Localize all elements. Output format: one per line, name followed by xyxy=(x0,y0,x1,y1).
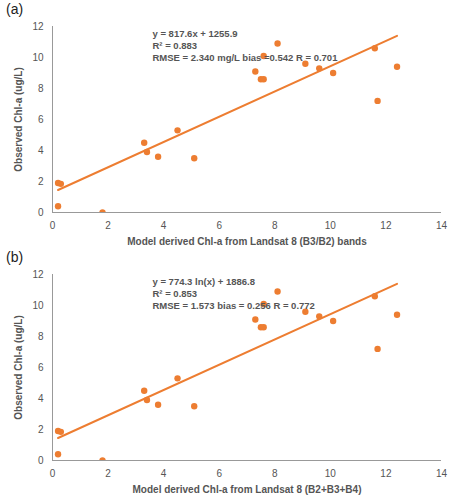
svg-text:10: 10 xyxy=(325,468,337,479)
svg-text:12: 12 xyxy=(380,220,392,231)
svg-text:8: 8 xyxy=(272,220,278,231)
svg-text:RMSE = 2.340 mg/L bias =0.542: RMSE = 2.340 mg/L bias =0.542 R = 0.701 xyxy=(153,52,339,63)
svg-text:10: 10 xyxy=(325,220,337,231)
html-text:(b): (b) xyxy=(6,249,24,265)
svg-text:12: 12 xyxy=(32,21,44,32)
svg-text:0: 0 xyxy=(38,207,44,218)
html-text:(a): (a) xyxy=(6,1,24,17)
svg-text:R² = 0.853: R² = 0.853 xyxy=(153,288,198,299)
svg-text:RMSE = 1.573 bias = 0.256 R =: RMSE = 1.573 bias = 0.256 R = 0.772 xyxy=(153,300,315,311)
svg-text:14: 14 xyxy=(436,220,448,231)
svg-text:14: 14 xyxy=(436,468,448,479)
svg-text:Model derived Chl-a from Lands: Model derived Chl-a from Landsat 8 (B2+B… xyxy=(133,484,362,495)
svg-text:0: 0 xyxy=(50,220,56,231)
svg-text:2: 2 xyxy=(105,468,111,479)
svg-text:4: 4 xyxy=(38,393,44,404)
svg-text:2: 2 xyxy=(38,176,44,187)
svg-text:6: 6 xyxy=(216,468,222,479)
svg-text:0: 0 xyxy=(50,468,56,479)
svg-text:10: 10 xyxy=(32,300,44,311)
svg-text:6: 6 xyxy=(38,114,44,125)
svg-text:2: 2 xyxy=(105,220,111,231)
svg-text:R² = 0.883: R² = 0.883 xyxy=(153,40,198,51)
svg-text:8: 8 xyxy=(272,468,278,479)
svg-text:0: 0 xyxy=(38,455,44,466)
svg-text:10: 10 xyxy=(32,52,44,63)
svg-text:8: 8 xyxy=(38,331,44,342)
svg-text:12: 12 xyxy=(32,269,44,280)
svg-text:y = 817.6x + 1255.9: y = 817.6x + 1255.9 xyxy=(153,28,238,39)
svg-text:2: 2 xyxy=(38,424,44,435)
svg-text:8: 8 xyxy=(38,83,44,94)
svg-text:6: 6 xyxy=(38,362,44,373)
svg-text:Model derived Chl-a from Lands: Model derived Chl-a from Landsat 8 (B3/B… xyxy=(127,236,367,247)
svg-text:y = 774.3 ln(x) + 1886.8: y = 774.3 ln(x) + 1886.8 xyxy=(153,276,255,287)
svg-text:6: 6 xyxy=(216,220,222,231)
svg-text:Observed Chl-a (ug/L): Observed Chl-a (ug/L) xyxy=(13,67,24,171)
svg-text:4: 4 xyxy=(161,220,167,231)
svg-text:4: 4 xyxy=(38,145,44,156)
svg-text:12: 12 xyxy=(380,468,392,479)
svg-text:Observed Chl-a (ug/L): Observed Chl-a (ug/L) xyxy=(13,315,24,419)
svg-text:4: 4 xyxy=(161,468,167,479)
